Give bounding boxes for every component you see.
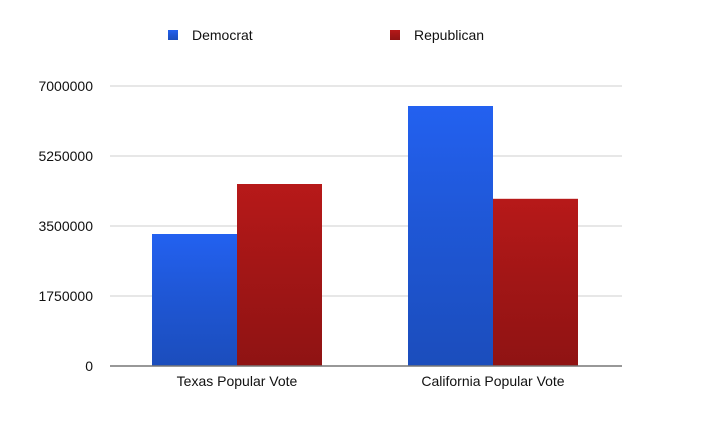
legend-swatch-democrat — [168, 30, 178, 40]
legend-label-republican: Republican — [414, 27, 484, 43]
bar-republican-1 — [237, 184, 322, 366]
y-tick-label: 1750000 — [38, 288, 93, 304]
x-tick-label: California Popular Vote — [421, 373, 564, 389]
y-tick-label: 0 — [85, 358, 93, 374]
bar-democrat-1 — [152, 234, 237, 366]
bars — [152, 106, 578, 366]
legend: Democrat Republican — [168, 27, 484, 43]
y-tick-label: 7000000 — [38, 78, 93, 94]
bar-republican-2 — [493, 198, 578, 366]
y-tick-label: 5250000 — [38, 148, 93, 164]
legend-swatch-republican — [390, 30, 400, 40]
axes: 0 1750000 3500000 5250000 7000000 Texas Popul… — [38, 78, 622, 389]
legend-label-democrat: Democrat — [192, 27, 253, 43]
x-tick-label: Texas Popular Vote — [177, 373, 298, 389]
y-tick-label: 3500000 — [38, 218, 93, 234]
bar-democrat-2 — [408, 106, 493, 366]
